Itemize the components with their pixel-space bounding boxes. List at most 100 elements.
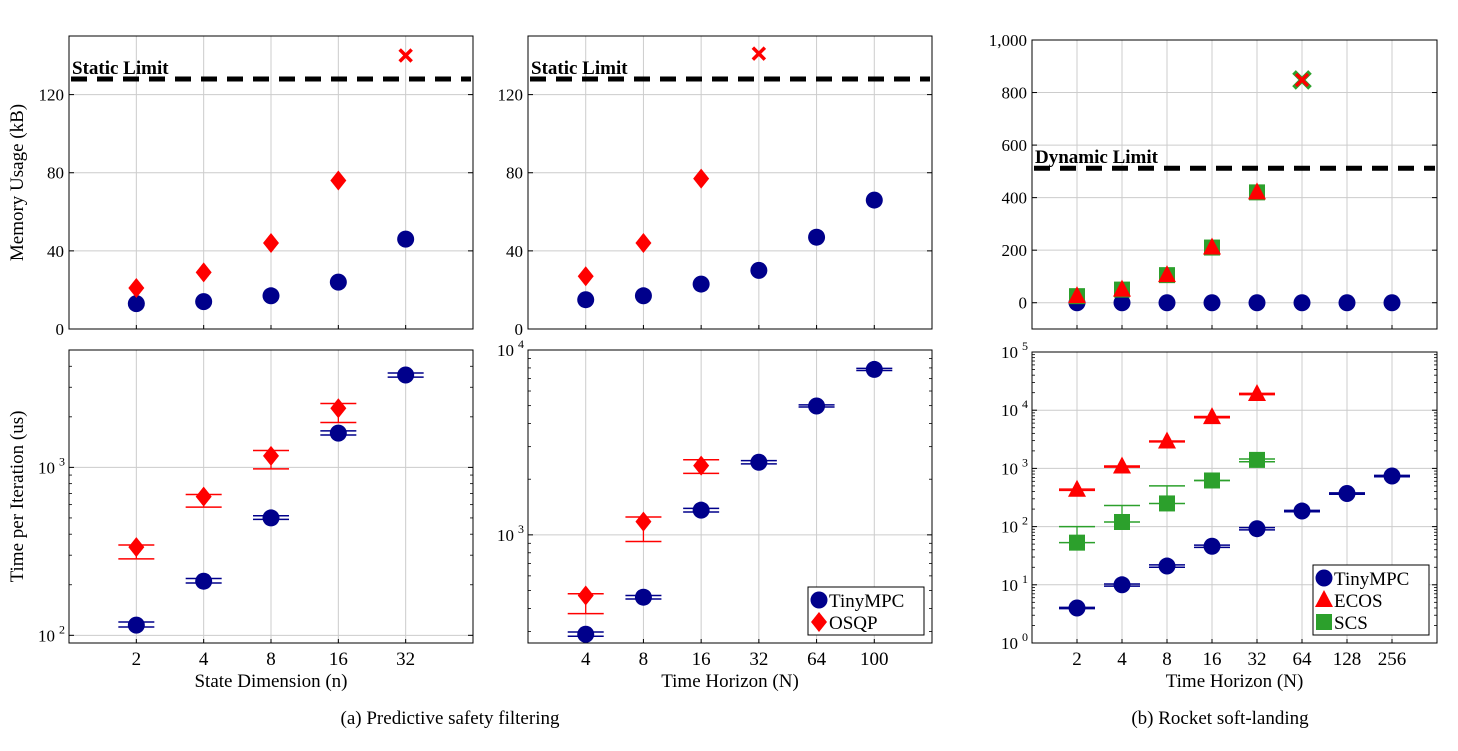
- y-tick-label: 10: [1001, 459, 1018, 478]
- point-tinympc: [1113, 576, 1131, 594]
- legend-label-osqp: OSQP: [829, 613, 878, 634]
- point-osqp: [330, 398, 347, 419]
- point-tinympc: [1338, 485, 1356, 503]
- axes-frame: [527, 35, 933, 330]
- legend-label-scs: SCS: [1334, 613, 1368, 634]
- point-tinympc: [808, 228, 826, 246]
- point-ecos: [1203, 407, 1221, 425]
- point-ecos: [1248, 182, 1266, 200]
- point-tinympc: [634, 287, 652, 305]
- point-tinympc: [195, 293, 213, 311]
- point-tinympc: [127, 616, 145, 634]
- legend-label-ecos: ECOS: [1334, 591, 1383, 612]
- y-tick-label: 120: [39, 86, 65, 105]
- point-tinympc: [1248, 294, 1266, 312]
- point-tinympc: [577, 625, 595, 643]
- point-tinympc: [1248, 520, 1266, 538]
- y-tick-label: 10: [38, 626, 55, 645]
- point-tinympc: [1158, 294, 1176, 312]
- point-tinympc: [1338, 294, 1356, 312]
- legend-marker-osqp: [811, 612, 827, 632]
- point-osqp: [263, 445, 279, 466]
- point-scs: [1069, 534, 1085, 551]
- x-tick-label: 2: [132, 649, 142, 670]
- x-axis-label: State Dimension (n): [194, 671, 347, 692]
- point-scs: [1159, 495, 1175, 512]
- y-tick-exponent: 3: [1022, 455, 1028, 469]
- failure-cross: [398, 48, 413, 63]
- x-tick-label: 128: [1333, 649, 1362, 670]
- x-tick-label: 32: [749, 649, 768, 670]
- limit-label: Static Limit: [72, 58, 169, 79]
- legend-label-tinympc: TinyMPC: [1334, 569, 1409, 590]
- point-tinympc: [1293, 502, 1311, 520]
- y-tick-label: 10: [497, 341, 514, 360]
- y-tick-label: 800: [1002, 84, 1028, 103]
- point-osqp: [128, 537, 145, 558]
- x-axis-label: Time Horizon (N): [1166, 671, 1304, 692]
- point-osqp: [635, 511, 652, 532]
- point-tinympc: [692, 501, 710, 519]
- x-tick-label: 4: [581, 649, 591, 670]
- point-tinympc: [262, 287, 280, 305]
- caption-predictive-safety-filtering: (a) Predictive safety filtering: [340, 708, 560, 729]
- y-tick-label: 400: [1002, 189, 1028, 208]
- x-tick-label: 32: [1248, 649, 1267, 670]
- y-tick-label: 200: [1002, 241, 1028, 260]
- point-tinympc: [692, 275, 710, 293]
- point-tinympc: [634, 588, 652, 606]
- point-osqp: [330, 170, 347, 191]
- point-tinympc: [1383, 467, 1401, 485]
- y-tick-label: 10: [1001, 518, 1018, 537]
- x-tick-label: 4: [1117, 649, 1127, 670]
- y-tick-label: 10: [497, 526, 514, 545]
- chart-mem_horizon: 0 40 80 120 Static Limit: [498, 35, 933, 339]
- point-tinympc: [865, 191, 883, 209]
- point-osqp: [577, 585, 594, 606]
- point-scs: [1114, 513, 1130, 530]
- y-tick-exponent: 4: [518, 337, 524, 351]
- caption-rocket-soft-landing: (b) Rocket soft-landing: [1131, 708, 1309, 729]
- y-axis-label: Memory Usage (kB): [7, 104, 28, 261]
- x-axis-label: Time Horizon (N): [661, 671, 799, 692]
- point-tinympc: [397, 230, 415, 248]
- chart-mem_rocket: 0 200 400 600 800 1,000 Dynamic Limit: [989, 31, 1438, 330]
- x-tick-label: 4: [199, 649, 209, 670]
- x-tick-label: 16: [692, 649, 711, 670]
- point-tinympc: [750, 261, 768, 279]
- point-ecos: [1113, 456, 1131, 474]
- point-tinympc: [1068, 599, 1086, 617]
- x-tick-label: 256: [1378, 649, 1407, 670]
- y-tick-exponent: 1: [1022, 572, 1028, 586]
- point-ecos: [1158, 265, 1176, 283]
- x-tick-label: 64: [1293, 649, 1313, 670]
- point-tinympc: [1203, 537, 1221, 555]
- y-tick-exponent: 0: [1022, 630, 1028, 644]
- axes-frame: [1031, 39, 1438, 330]
- y-tick-exponent: 3: [59, 454, 65, 468]
- axes-frame: [68, 349, 474, 644]
- point-tinympc: [127, 295, 145, 313]
- point-osqp: [128, 277, 145, 298]
- point-ecos: [1113, 279, 1131, 297]
- point-tinympc: [750, 453, 768, 471]
- x-tick-label: 8: [639, 649, 649, 670]
- point-tinympc: [808, 397, 826, 415]
- point-tinympc: [1293, 294, 1311, 312]
- y-tick-exponent: 2: [1022, 514, 1028, 528]
- failure-cross: [751, 46, 767, 61]
- y-tick-label: 1,000: [989, 31, 1027, 50]
- y-tick-label: 10: [1001, 576, 1018, 595]
- chart-time_horizon: 4 8 16 32 64 100 10 3 10 4 Time Horizon (N) TinyMPC…: [497, 337, 933, 692]
- legend-marker-tinympc: [1315, 569, 1333, 587]
- limit-label: Static Limit: [531, 58, 628, 79]
- x-tick-label: 16: [329, 649, 348, 670]
- axes-frame: [68, 35, 474, 330]
- y-tick-label: 600: [1002, 136, 1028, 155]
- legend-box: [807, 586, 925, 636]
- y-tick-label: 10: [1001, 343, 1018, 362]
- x-tick-label: 16: [1203, 649, 1222, 670]
- point-tinympc: [397, 366, 415, 384]
